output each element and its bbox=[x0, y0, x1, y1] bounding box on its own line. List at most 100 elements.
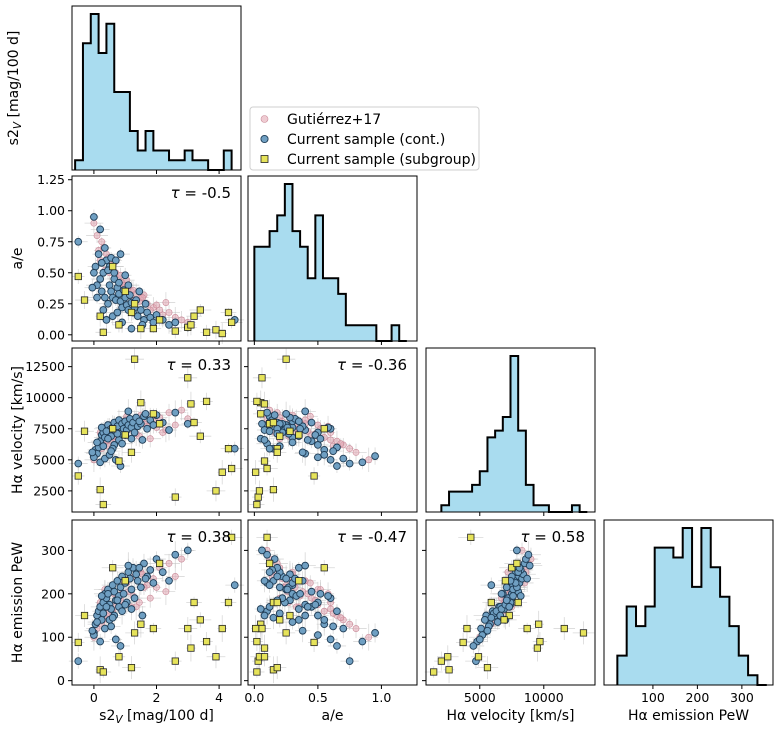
point-current-sample-subgroup--s2v-ae bbox=[196, 306, 204, 314]
point-current-sample-subgroup--ae-vel bbox=[269, 418, 278, 427]
y-tick-label: 0.00 bbox=[37, 327, 65, 342]
point-current-sample-cont--vel-pew bbox=[509, 592, 517, 600]
point-current-sample-subgroup--vel-pew bbox=[533, 644, 541, 652]
point-current-sample-subgroup--s2v-ae bbox=[228, 318, 236, 326]
point-current-sample-cont--ae-pew bbox=[314, 611, 322, 620]
point-current-sample-subgroup--s2v-ae bbox=[156, 316, 164, 324]
point-current-sample-cont--s2v-pew bbox=[149, 579, 158, 587]
legend-marker-current bbox=[260, 134, 269, 144]
point-current-sample-cont--s2v-pew bbox=[88, 626, 97, 635]
point-current-sample-cont--s2v-pew bbox=[124, 561, 133, 570]
point-guti-rrez-17-ae-vel bbox=[346, 445, 354, 453]
point-current-sample-cont--ae-vel bbox=[296, 424, 304, 433]
point-current-sample-cont--ae-pew bbox=[258, 546, 266, 555]
point-current-sample-cont--s2v-ae bbox=[90, 213, 98, 221]
point-guti-rrez-17-s2v-ae bbox=[178, 316, 185, 324]
point-guti-rrez-17-ae-pew bbox=[320, 607, 328, 615]
point-current-sample-cont--s2v-vel bbox=[183, 419, 192, 428]
point-current-sample-cont--s2v-ae bbox=[116, 250, 125, 259]
point-current-sample-cont--ae-pew bbox=[316, 589, 325, 598]
point-current-sample-cont--ae-vel bbox=[329, 447, 337, 455]
histogram-s2v bbox=[74, 13, 233, 171]
y-tick-label: 100 bbox=[41, 630, 65, 645]
point-current-sample-subgroup--s2v-vel bbox=[171, 493, 179, 501]
point-guti-rrez-17-ae-pew bbox=[352, 625, 360, 632]
point-current-sample-subgroup--vel-pew bbox=[459, 638, 467, 647]
point-current-sample-cont--ae-vel bbox=[260, 436, 269, 444]
point-guti-rrez-17-ae-pew bbox=[365, 633, 373, 641]
point-current-sample-cont--s2v-pew bbox=[138, 611, 147, 620]
point-current-sample-cont--ae-pew bbox=[263, 550, 271, 559]
point-current-sample-subgroup--s2v-ae bbox=[202, 328, 211, 336]
point-current-sample-cont--s2v-pew bbox=[133, 576, 142, 585]
point-current-sample-cont--vel-pew bbox=[481, 616, 489, 624]
point-current-sample-subgroup--s2v-vel bbox=[224, 445, 233, 453]
point-current-sample-cont--s2v-ae bbox=[104, 299, 112, 308]
y-axis-label-ae: a/e bbox=[10, 248, 26, 270]
point-current-sample-subgroup--s2v-pew bbox=[127, 664, 136, 672]
legend-label: Gutiérrez+17 bbox=[287, 112, 381, 128]
point-current-sample-cont--ae-vel bbox=[358, 458, 367, 467]
point-current-sample-subgroup--s2v-vel bbox=[96, 486, 104, 494]
point-current-sample-cont--s2v-ae bbox=[93, 293, 101, 302]
point-current-sample-cont--ae-vel bbox=[320, 450, 329, 459]
panel-frame-3-2 bbox=[425, 519, 596, 686]
point-current-sample-cont--ae-pew bbox=[333, 607, 341, 616]
point-current-sample-subgroup--vel-pew bbox=[487, 598, 495, 607]
point-current-sample-subgroup--s2v-vel bbox=[137, 399, 145, 407]
point-current-sample-cont--s2v-pew bbox=[108, 613, 117, 622]
point-guti-rrez-17-s2v-vel bbox=[165, 409, 173, 417]
point-current-sample-subgroup--vel-pew bbox=[501, 577, 509, 585]
legend: Gutiérrez+17 Current sample (cont.) Curren… bbox=[249, 106, 480, 171]
panel-frame-3-3 bbox=[603, 519, 774, 686]
tau-symbol: τ bbox=[337, 528, 347, 546]
point-current-sample-cont--s2v-ae bbox=[99, 306, 108, 314]
point-current-sample-cont--ae-vel bbox=[339, 454, 348, 463]
point-current-sample-cont--s2v-pew bbox=[183, 546, 192, 555]
point-current-sample-cont--s2v-ae bbox=[149, 318, 158, 327]
histogram-vel bbox=[440, 355, 588, 513]
point-current-sample-subgroup--vel-pew bbox=[505, 611, 513, 620]
point-current-sample-subgroup--vel-pew bbox=[467, 533, 475, 541]
point-current-sample-subgroup--ae-vel bbox=[269, 486, 278, 494]
point-current-sample-cont--s2v-ae bbox=[97, 287, 106, 296]
point-current-sample-subgroup--s2v-vel bbox=[190, 418, 198, 427]
point-guti-rrez-17-s2v-ae bbox=[139, 294, 146, 301]
point-current-sample-subgroup--s2v-pew bbox=[171, 657, 179, 665]
point-current-sample-cont--s2v-pew bbox=[93, 618, 101, 626]
point-guti-rrez-17-s2v-ae bbox=[153, 301, 160, 309]
point-current-sample-cont--vel-pew bbox=[513, 546, 521, 555]
point-current-sample-cont--ae-pew bbox=[358, 637, 367, 646]
point-current-sample-cont--s2v-ae bbox=[94, 250, 103, 259]
point-current-sample-cont--s2v-ae bbox=[137, 306, 145, 314]
point-current-sample-cont--s2v-pew bbox=[118, 607, 126, 616]
y-tick-label: 0.50 bbox=[37, 265, 65, 280]
point-current-sample-subgroup--s2v-ae bbox=[212, 326, 220, 334]
point-current-sample-cont--ae-pew bbox=[288, 618, 297, 626]
point-current-sample-cont--vel-pew bbox=[469, 642, 478, 650]
tau-value: = 0.58 bbox=[529, 528, 585, 546]
point-current-sample-subgroup--s2v-ae bbox=[99, 328, 107, 336]
point-guti-rrez-17-ae-vel bbox=[365, 456, 373, 464]
point-current-sample-subgroup--ae-pew bbox=[282, 629, 290, 637]
point-current-sample-cont--s2v-ae bbox=[124, 281, 133, 290]
point-current-sample-subgroup--s2v-vel bbox=[196, 432, 204, 440]
point-current-sample-cont--s2v-pew bbox=[132, 570, 141, 579]
tau-label-s2v-vel: τ = 0.33 bbox=[166, 356, 231, 374]
tau-label-vel-pew: τ = 0.58 bbox=[520, 528, 585, 546]
point-current-sample-cont--vel-pew bbox=[487, 581, 496, 589]
point-current-sample-subgroup--s2v-pew bbox=[74, 638, 82, 647]
point-current-sample-cont--s2v-vel bbox=[124, 407, 133, 416]
point-current-sample-cont--s2v-ae bbox=[101, 293, 109, 302]
point-current-sample-cont--vel-pew bbox=[505, 602, 514, 611]
point-current-sample-cont--vel-pew bbox=[487, 613, 496, 622]
point-current-sample-cont--ae-pew bbox=[269, 613, 278, 622]
point-current-sample-cont--s2v-vel bbox=[107, 447, 115, 455]
point-guti-rrez-17-s2v-pew bbox=[162, 588, 170, 596]
point-current-sample-subgroup--ae-vel bbox=[273, 448, 281, 456]
x-tick-label: 0.0 bbox=[244, 690, 264, 705]
point-current-sample-cont--ae-pew bbox=[324, 592, 332, 600]
point-current-sample-subgroup--s2v-pew bbox=[121, 577, 129, 585]
point-current-sample-cont--s2v-pew bbox=[121, 600, 130, 609]
